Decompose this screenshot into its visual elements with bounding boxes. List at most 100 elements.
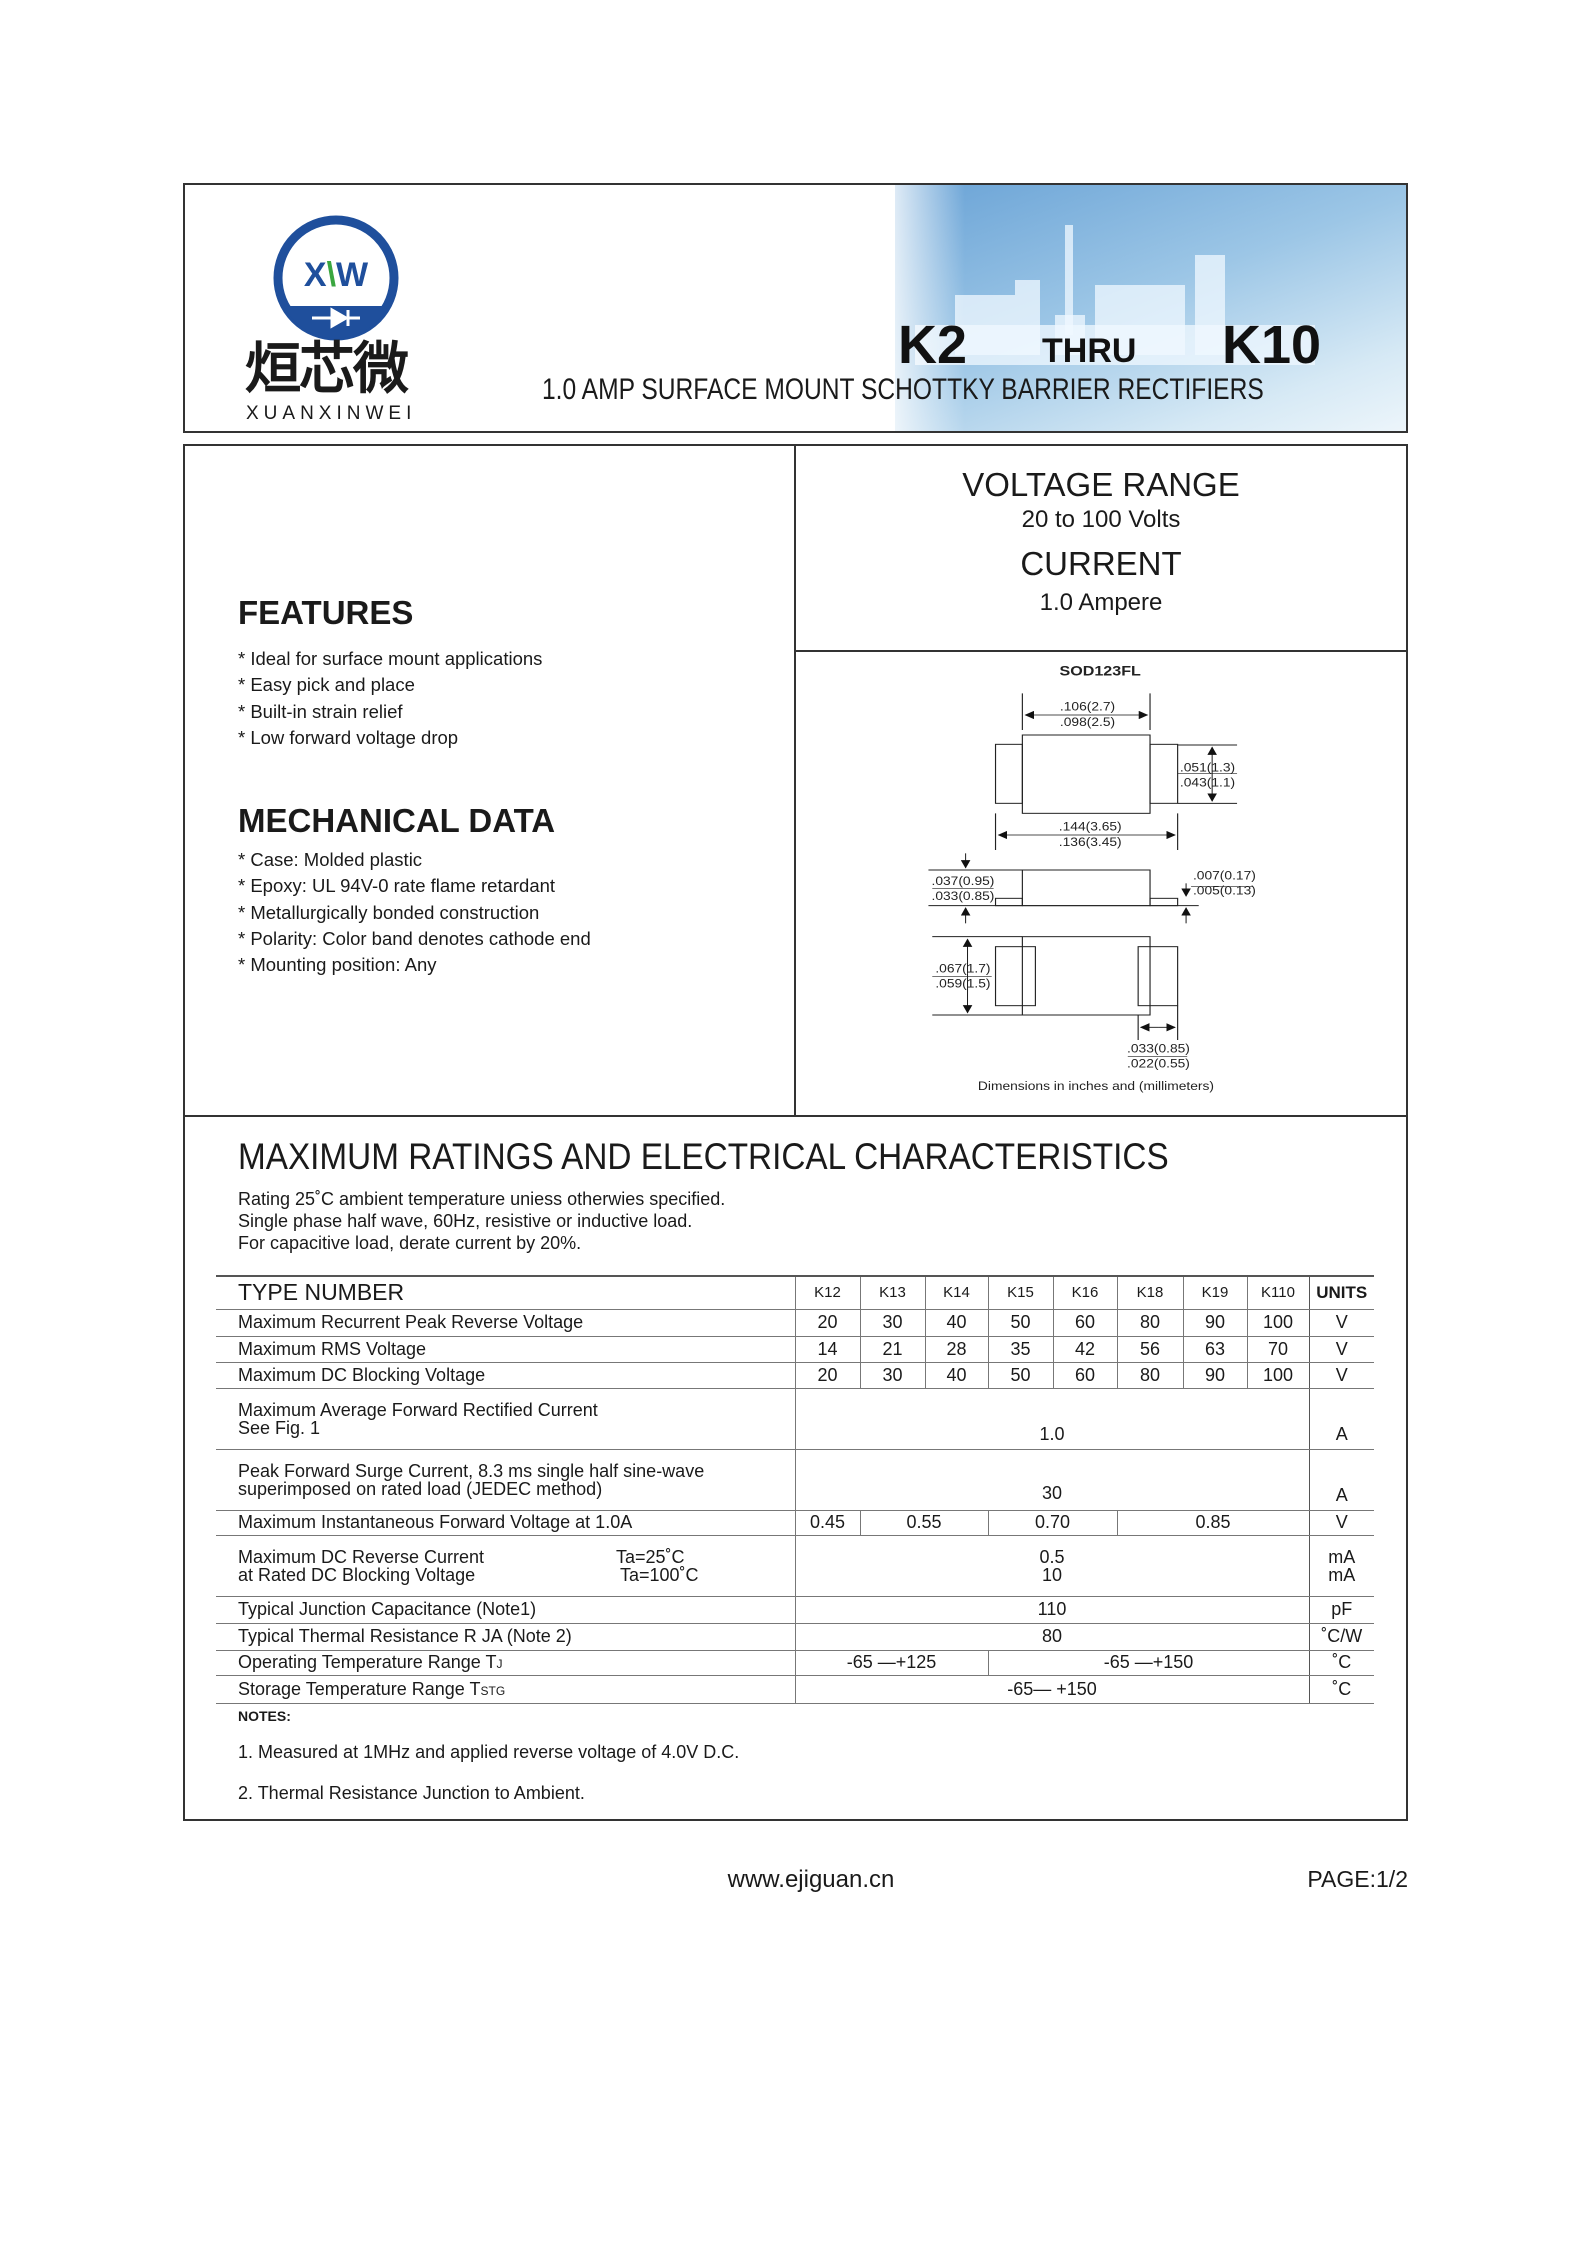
row-unit: ˚C bbox=[1308, 1675, 1374, 1704]
row-value: 35 bbox=[987, 1336, 1053, 1363]
dimensions-caption: Dimensions in inches and (millimeters) bbox=[978, 1079, 1214, 1093]
row-label: Maximum Instantaneous Forward Voltage at… bbox=[216, 1510, 795, 1536]
feature-item: * Ideal for surface mount applications bbox=[238, 648, 543, 669]
dim-label: .043(1.1) bbox=[1180, 776, 1235, 790]
xxw-logo: X\W bbox=[273, 215, 399, 341]
row-value: 14 bbox=[794, 1336, 860, 1363]
row-label: Typical Junction Capacitance (Note1) bbox=[216, 1596, 795, 1624]
dim-label: .067(1.7) bbox=[935, 962, 990, 976]
row-value: 0.5 bbox=[1039, 1547, 1065, 1567]
units-header: UNITS bbox=[1308, 1277, 1374, 1310]
dim-label: .033(0.85) bbox=[1127, 1042, 1190, 1056]
row-value: 56 bbox=[1116, 1336, 1183, 1363]
feature-item: * Built-in strain relief bbox=[238, 701, 403, 722]
mechanical-item: * Epoxy: UL 94V-0 rate flame retardant bbox=[238, 875, 556, 896]
row-value: 60 bbox=[1052, 1309, 1117, 1337]
row-value: 80 bbox=[794, 1623, 1309, 1651]
row-value: 90 bbox=[1182, 1309, 1247, 1337]
row-value: 100 bbox=[1246, 1362, 1309, 1389]
row-label-subscript: J bbox=[496, 1657, 503, 1671]
row-value: 50 bbox=[987, 1309, 1053, 1337]
row-value: 42 bbox=[1052, 1336, 1117, 1363]
row-unit: mA bbox=[1328, 1565, 1356, 1585]
row-unit: V bbox=[1308, 1336, 1374, 1363]
feature-item: * Low forward voltage drop bbox=[238, 727, 459, 748]
row-label: superimposed on rated load (JEDEC method… bbox=[238, 1479, 603, 1499]
package-name: SOD123FL bbox=[1059, 663, 1140, 679]
conditions-line: Rating 25˚C ambient temperature uniess o… bbox=[238, 1189, 726, 1209]
row-value: 60 bbox=[1052, 1362, 1117, 1389]
row-label: Maximum DC Blocking Voltage bbox=[216, 1362, 795, 1389]
mechanical-item: * Case: Molded plastic bbox=[238, 849, 423, 870]
website-link[interactable]: www.ejiguan.cn bbox=[727, 1866, 895, 1893]
table-row: Maximum Recurrent Peak Reverse Voltage 20… bbox=[216, 1309, 1374, 1337]
row-value: 90 bbox=[1182, 1362, 1247, 1389]
dim-label: .022(0.55) bbox=[1127, 1057, 1190, 1071]
row-value: 30 bbox=[859, 1309, 925, 1337]
row-value: 0.85 bbox=[1116, 1510, 1309, 1536]
table-header-row: TYPE NUMBER K12 K13 K14 K15 K16 K18 K19 … bbox=[216, 1277, 1374, 1310]
row-unit: ˚C bbox=[1308, 1650, 1374, 1676]
subtitle: 1.0 AMP SURFACE MOUNT SCHOTTKY BARRIER R… bbox=[542, 373, 1264, 406]
table-row: Maximum Instantaneous Forward Voltage at… bbox=[216, 1510, 1374, 1536]
row-value: 80 bbox=[1116, 1362, 1183, 1389]
row-condition: Ta=100˚C bbox=[619, 1565, 699, 1585]
dim-label: .144(3.65) bbox=[1059, 820, 1122, 834]
row-label: at Rated DC Blocking Voltage bbox=[238, 1565, 476, 1585]
row-value: -65 —+125 bbox=[794, 1650, 988, 1676]
row-label: Maximum Recurrent Peak Reverse Voltage bbox=[216, 1309, 795, 1337]
mechanical-title: MECHANICAL DATA bbox=[238, 802, 556, 839]
logo-pinyin: XUANXINWEI bbox=[246, 403, 417, 424]
mechanical-item: * Mounting position: Any bbox=[238, 954, 437, 975]
ratings-table: TYPE NUMBER K12 K13 K14 K15 K16 K18 K19 … bbox=[216, 1277, 1374, 1704]
type-header: K18 bbox=[1116, 1277, 1183, 1310]
dim-label: .059(1.5) bbox=[935, 977, 990, 991]
row-unit: V bbox=[1308, 1510, 1374, 1536]
row-label: Peak Forward Surge Current, 8.3 ms singl… bbox=[238, 1461, 705, 1481]
row-unit: mA bbox=[1328, 1547, 1356, 1567]
header-banner bbox=[183, 183, 1408, 433]
svg-text:X\W: X\W bbox=[304, 256, 369, 294]
row-value: 70 bbox=[1246, 1336, 1309, 1363]
type-header: K12 bbox=[794, 1277, 860, 1310]
row-value: 10 bbox=[1041, 1565, 1063, 1585]
row-value: 0.45 bbox=[794, 1510, 860, 1536]
row-condition: Ta=25˚C bbox=[615, 1547, 685, 1567]
voltage-range-label: VOLTAGE RANGE bbox=[962, 466, 1240, 503]
row-value: 40 bbox=[924, 1362, 988, 1389]
row-value: -65— +150 bbox=[794, 1675, 1309, 1704]
row-label: Typical Thermal Resistance R JA (Note 2) bbox=[216, 1623, 795, 1651]
type-header: K110 bbox=[1246, 1277, 1309, 1310]
row-unit: A bbox=[1308, 1449, 1374, 1511]
notes-title: NOTES: bbox=[238, 1708, 291, 1724]
logo-chinese: 烜芯微 bbox=[245, 337, 409, 402]
note-item: 1. Measured at 1MHz and applied reverse … bbox=[238, 1742, 740, 1762]
row-value: 28 bbox=[924, 1336, 988, 1363]
row-value: 1.0 bbox=[794, 1388, 1309, 1450]
features-title: FEATURES bbox=[238, 594, 414, 631]
dim-label: .005(0.13) bbox=[1193, 883, 1256, 897]
row-label: Storage Temperature Range T bbox=[238, 1678, 481, 1699]
part-to: K10 bbox=[1222, 315, 1322, 375]
ratings-section bbox=[183, 1115, 1408, 1821]
row-label: Maximum RMS Voltage bbox=[216, 1336, 795, 1363]
feature-item: * Easy pick and place bbox=[238, 674, 415, 695]
row-label-subscript: STG bbox=[480, 1683, 506, 1698]
row-value: 21 bbox=[859, 1336, 925, 1363]
dim-label: .033(0.85) bbox=[932, 889, 995, 903]
conditions-line: Single phase half wave, 60Hz, resistive … bbox=[238, 1211, 693, 1231]
row-label: Maximum DC Reverse Current bbox=[238, 1547, 485, 1567]
row-value: 80 bbox=[1116, 1309, 1183, 1337]
conditions-line: For capacitive load, derate current by 2… bbox=[238, 1233, 582, 1253]
dim-label: .037(0.95) bbox=[932, 874, 995, 888]
row-unit: V bbox=[1308, 1309, 1374, 1337]
row-value: 40 bbox=[924, 1309, 988, 1337]
table-row: Typical Thermal Resistance R JA (Note 2)… bbox=[216, 1623, 1374, 1651]
table-row: Storage Temperature Range TSTG -65— +150… bbox=[216, 1675, 1374, 1704]
row-label: See Fig. 1 bbox=[238, 1418, 321, 1438]
row-unit: ˚C/W bbox=[1308, 1623, 1374, 1651]
type-header: K19 bbox=[1182, 1277, 1247, 1310]
package-outline-diagram: SOD123FL .106(2.7) .098(2.5) .051(1.3) .… bbox=[928, 663, 1256, 1093]
current-label: CURRENT bbox=[1020, 545, 1182, 582]
dim-label: .007(0.17) bbox=[1193, 868, 1256, 882]
